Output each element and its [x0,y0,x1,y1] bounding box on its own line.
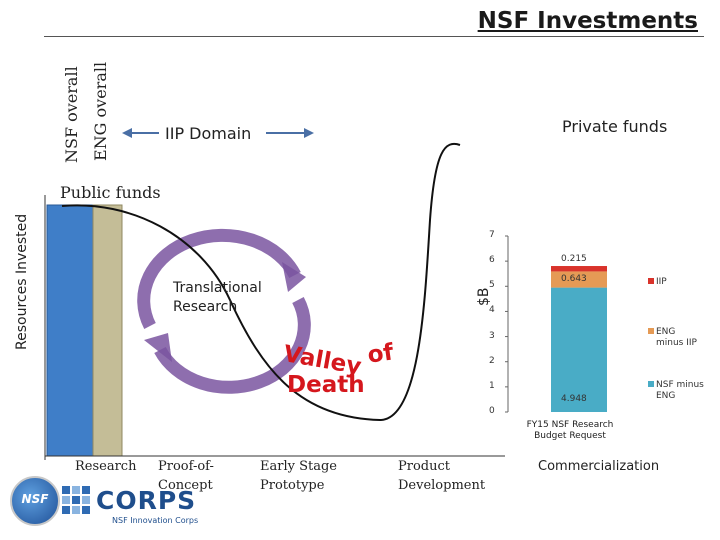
inset-legend-item: ENG minus IIP [648,327,697,349]
inset-x-label: FY15 NSF Research Budget Request [526,420,614,441]
eng-overall-label: ENG overall [91,61,110,161]
stage-early-prototype: Early Stage Prototype [260,457,337,495]
translational-line-2: Research [173,299,238,315]
page-title: NSF Investments [477,8,698,34]
nsf-logo: NSF [10,476,60,526]
stage-proof-of-concept: Proof-of- Concept [158,457,214,495]
inset-tick-label: 5 [489,280,495,291]
inset-legend-item: IIP [648,277,667,288]
stage-proof-line-1: Proof-of- [158,459,214,474]
inset-tick-label: 6 [489,255,495,266]
inset-bar-segment-iip [551,266,607,272]
inset-value-label: 0.643 [561,273,587,284]
private-funds-label: Private funds [562,117,668,136]
legend-swatch [648,381,654,387]
stage-research: Research [75,457,136,476]
inset-value-label: 0.215 [561,254,587,265]
public-funds-label: Public funds [60,183,161,202]
legend-text: ENG [656,391,676,401]
nsf-logo-text: NSF [21,492,49,506]
legend-text: minus IIP [656,338,697,348]
funding-curve [61,143,461,422]
circle-arrow-bottom-head [144,333,172,362]
stage-product-development: Product Development [398,457,485,495]
inset-bar-segment-nsf-minus-eng [551,287,607,412]
stage-proof-line-2: Concept [158,478,213,493]
corps-logo-subtitle: NSF Innovation Corps [112,516,199,525]
legend-swatch [648,278,654,284]
valley-word-3: Death [287,372,365,398]
valley-word-2: of [366,339,396,369]
inset-bar-segment-eng-minus-iip [551,271,607,288]
iip-domain-label: IIP Domain [165,124,252,143]
nsf-overall-label: NSF overall [62,66,81,163]
circle-arrow-top [137,228,301,329]
inset-tick-label: 0 [489,406,495,416]
stage-early-line-2: Prototype [260,478,325,493]
corps-grid-icon [60,484,100,524]
iip-arrow-left-head [122,128,132,138]
legend-text: ENG [656,327,676,337]
y-axis-label: Resources Invested [14,213,30,350]
stage-product-line-1: Product [398,459,450,474]
inset-tick-label: 2 [489,355,495,366]
nsf-overall-bar [46,204,94,457]
legend-swatch [648,328,654,334]
circle-arrow-bottom [154,296,311,394]
legend-text: IIP [656,277,667,287]
corps-grid-svg [62,486,90,514]
inset-tick-label: 7 [489,230,495,240]
eng-overall-bar [92,204,123,457]
stage-commercialization: Commercialization [538,459,660,474]
inset-chart [505,235,607,413]
legend-text: NSF minus [656,380,704,390]
translational-research-label: Translational Research [173,279,262,317]
inset-tick-label: 3 [489,330,495,341]
corps-logo-text: CORPS [96,486,197,515]
inset-legend-item: NSF minus ENG [648,380,704,402]
stage-early-line-1: Early Stage [260,459,337,474]
translational-line-1: Translational [173,280,262,296]
title-rule [44,36,704,37]
stage-product-line-2: Development [398,478,486,493]
inset-tick-label: 1 [489,380,495,391]
circle-arrow-top-head [282,262,306,292]
iip-arrow-right-head [304,128,314,138]
stage-research-line-1: Research [75,459,137,474]
inset-value-label: 4.948 [561,394,587,404]
inset-tick-label: 4 [489,305,495,316]
